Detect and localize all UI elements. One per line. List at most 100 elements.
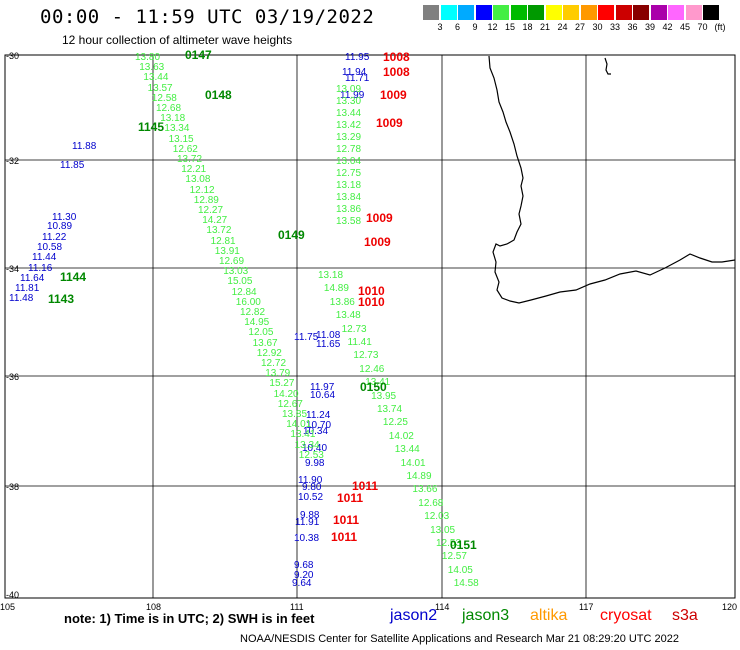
- wave-value: 12.25: [382, 417, 408, 429]
- wave-value: 10.38: [294, 533, 320, 544]
- pass-label: 0148: [205, 88, 232, 102]
- lon-tick-117: 117: [579, 602, 594, 612]
- pressure-label: 1009: [376, 116, 403, 130]
- legend-label: 33: [609, 22, 620, 32]
- pass-label: 0149: [278, 228, 305, 242]
- wave-value: 13.44: [143, 72, 169, 84]
- wave-value: 11.41: [347, 337, 372, 348]
- legend-label: 70: [697, 22, 708, 32]
- legend-swatch: [685, 5, 702, 20]
- wave-value: 13.57: [147, 82, 173, 94]
- wave-value: 11.48: [9, 293, 34, 304]
- wave-value: 14.95: [244, 317, 270, 329]
- pressure-label: 1008: [383, 65, 410, 79]
- grid-lines: [5, 55, 735, 598]
- wave-value: 12.12: [189, 184, 215, 196]
- wave-value: 13.86: [329, 296, 355, 308]
- wave-value: 11.81: [15, 283, 40, 294]
- legend-swatch: [545, 5, 562, 20]
- wave-value: 11.97: [310, 382, 335, 393]
- wave-value: 12.81: [210, 235, 236, 247]
- legend-label: 45: [679, 22, 690, 32]
- wave-value: 11.91: [295, 517, 320, 528]
- wave-value: 14.58: [453, 578, 479, 590]
- legend-label: 27: [574, 22, 585, 32]
- wave-value: 13.05: [430, 524, 456, 536]
- wave-value: 13.04: [336, 156, 362, 167]
- wave-value: 13.63: [139, 62, 165, 74]
- wave-value: 13.79: [265, 368, 291, 380]
- pass-label: 1144: [60, 270, 87, 284]
- wave-value: 11.75: [294, 332, 319, 343]
- wave-value: 13.09: [336, 84, 362, 95]
- wave-value: 12.84: [231, 286, 257, 298]
- wave-value: 12.62: [172, 143, 198, 155]
- pressure-label: 1009: [380, 88, 407, 102]
- wave-value: 14.27: [202, 215, 228, 227]
- page-subtitle: 12 hour collection of altimeter wave hei…: [62, 33, 293, 47]
- legend-swatch: [528, 5, 544, 20]
- legend-label: 21: [539, 22, 550, 32]
- legend-label: 36: [627, 22, 638, 32]
- footer-note: note: 1) Time is in UTC; 2) SWH is in fe…: [64, 611, 315, 626]
- mission-altika: altika: [530, 607, 568, 624]
- legend-swatch: [650, 5, 667, 20]
- wave-value: 11.64: [20, 273, 45, 284]
- legend-swatch: [475, 5, 492, 20]
- wave-value: 10.34: [303, 426, 329, 437]
- wave-value: 14.05: [447, 564, 473, 576]
- pass-label: 0150: [360, 380, 387, 394]
- wave-value: 12.73: [341, 323, 367, 335]
- mission-s3a: s3a: [672, 607, 698, 624]
- wave-value: 12.46: [359, 363, 385, 375]
- wave-value: 13.42: [336, 120, 362, 131]
- pass-label: 0151: [450, 538, 477, 552]
- legend-label: 24: [557, 22, 568, 32]
- wave-value: 11.99: [340, 90, 365, 101]
- wave-value: 13.80: [135, 52, 161, 63]
- wave-value: 11.30: [52, 212, 77, 223]
- wave-value: 9.68: [294, 560, 314, 571]
- pressure-label: 1008: [383, 50, 410, 64]
- wave-value: 9.98: [305, 458, 325, 469]
- wave-value: 13.67: [252, 337, 278, 349]
- wave-value: 16.00: [235, 296, 261, 308]
- legend-swatch: [598, 5, 614, 20]
- wave-value: 13.41: [365, 377, 391, 389]
- lon-tick-105: 105: [0, 602, 16, 612]
- wave-value: 14.89: [323, 283, 349, 295]
- legend-label: 39: [644, 22, 655, 32]
- legend-label: 30: [592, 22, 603, 32]
- wave-value: 12.68: [418, 497, 444, 509]
- mission-jason2: jason2: [390, 607, 438, 624]
- wave-value: 13.03: [223, 266, 249, 278]
- wave-value: 12.27: [198, 205, 224, 216]
- wave-value: 11.94: [342, 67, 367, 78]
- legend-swatch: [668, 5, 684, 20]
- wave-value: 12.68: [156, 103, 182, 114]
- wave-value: 11.22: [42, 232, 67, 243]
- wave-value: 12.57: [441, 551, 467, 563]
- wave-value: 12.82: [240, 307, 266, 318]
- wave-value: 14.20: [273, 388, 299, 400]
- wave-value: 13.84: [336, 192, 362, 203]
- wave-value: 13.30: [336, 96, 362, 107]
- wave-value: 14.01: [286, 419, 312, 431]
- page-title: 00:00 - 11:59 UTC 03/19/2022: [40, 6, 375, 28]
- island-icon: [604, 57, 611, 75]
- wave-value: 11.95: [345, 52, 370, 63]
- wave-value: 12.03: [424, 511, 450, 523]
- wave-value: 11.16: [28, 263, 53, 274]
- wave-value: 13.18: [318, 270, 344, 281]
- pressure-label: 1011: [352, 479, 379, 493]
- lon-tick-120: 120: [722, 602, 738, 612]
- wave-value: 13.44: [394, 444, 420, 456]
- wave-value: 13.72: [206, 225, 232, 237]
- legend-label: 12: [487, 22, 498, 32]
- wave-value: 13.34: [294, 439, 320, 451]
- wave-value: 11.71: [345, 73, 370, 84]
- wave-value: 10.58: [37, 242, 63, 253]
- pass-label: 1143: [48, 292, 75, 306]
- legend-swatch: [493, 5, 509, 20]
- legend-swatch: [703, 5, 719, 20]
